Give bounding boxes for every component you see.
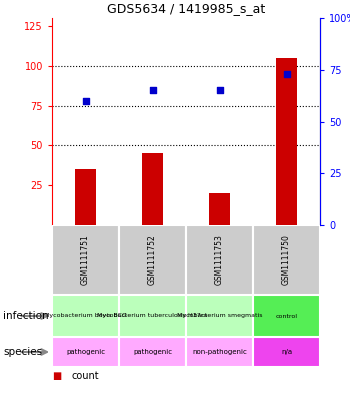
Bar bbox=[209, 193, 230, 225]
Text: Mycobacterium tuberculosis H37ra: Mycobacterium tuberculosis H37ra bbox=[97, 314, 208, 318]
Text: control: control bbox=[275, 314, 297, 318]
Text: pathogenic: pathogenic bbox=[133, 349, 172, 355]
Text: species: species bbox=[4, 347, 43, 357]
Bar bbox=[76, 169, 96, 225]
Bar bbox=[186, 295, 253, 337]
Bar bbox=[52, 337, 119, 367]
Text: Mycobacterium bovis BCG: Mycobacterium bovis BCG bbox=[44, 314, 127, 318]
Text: Mycobacterium smegmatis: Mycobacterium smegmatis bbox=[177, 314, 262, 318]
Bar bbox=[52, 225, 119, 295]
Text: GSM1111750: GSM1111750 bbox=[282, 235, 291, 285]
Text: n/a: n/a bbox=[281, 349, 292, 355]
Bar bbox=[119, 295, 186, 337]
Text: infection: infection bbox=[4, 311, 49, 321]
Point bbox=[217, 87, 222, 94]
Point bbox=[150, 87, 155, 94]
Bar bbox=[119, 225, 186, 295]
Bar bbox=[253, 225, 320, 295]
Bar bbox=[276, 58, 296, 225]
Text: GSM1111751: GSM1111751 bbox=[81, 235, 90, 285]
Bar bbox=[253, 337, 320, 367]
Point bbox=[83, 97, 88, 104]
Bar bbox=[253, 295, 320, 337]
Text: count: count bbox=[71, 371, 99, 381]
Text: GSM1111753: GSM1111753 bbox=[215, 235, 224, 285]
Text: pathogenic: pathogenic bbox=[66, 349, 105, 355]
Bar bbox=[142, 153, 162, 225]
Bar bbox=[186, 337, 253, 367]
Text: non-pathogenic: non-pathogenic bbox=[192, 349, 247, 355]
Text: ■: ■ bbox=[52, 371, 61, 381]
Bar bbox=[186, 225, 253, 295]
Title: GDS5634 / 1419985_s_at: GDS5634 / 1419985_s_at bbox=[107, 2, 265, 15]
Point bbox=[284, 71, 289, 77]
Text: GSM1111752: GSM1111752 bbox=[148, 235, 157, 285]
Bar bbox=[119, 337, 186, 367]
Bar bbox=[52, 295, 119, 337]
